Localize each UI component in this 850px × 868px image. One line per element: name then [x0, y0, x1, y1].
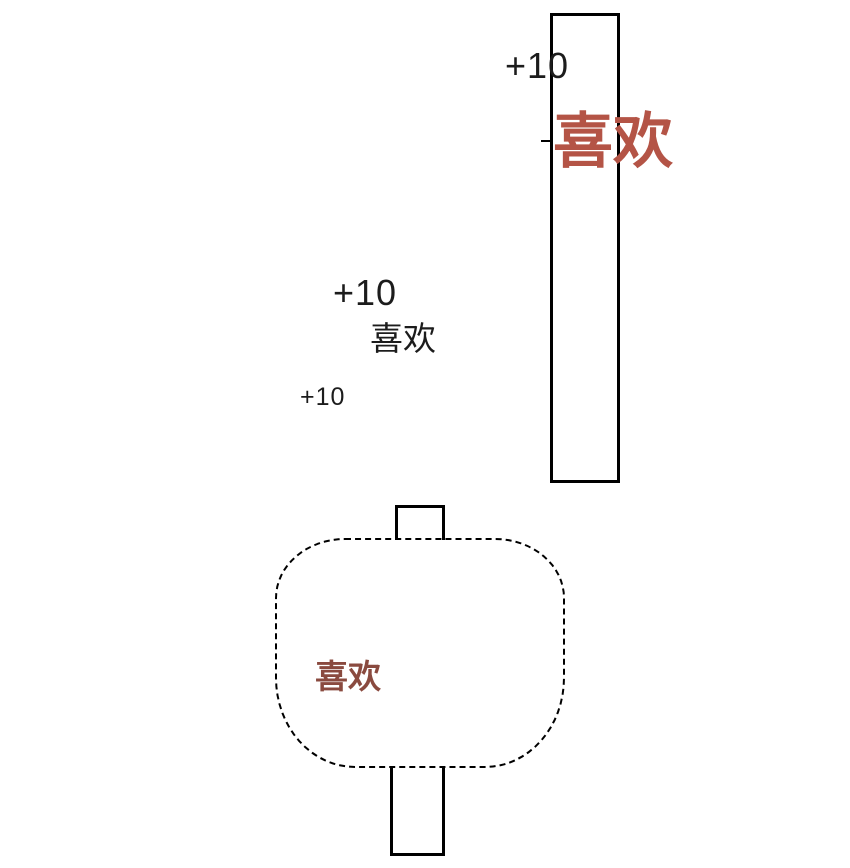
label-plus10-mid: +10	[333, 275, 397, 311]
diagram-canvas: +10 喜欢 +10 喜欢 +10 喜欢	[0, 0, 850, 868]
label-like-mid: 喜欢	[370, 322, 436, 355]
tick-mark	[541, 140, 553, 142]
lantern-top-rect	[395, 505, 445, 540]
label-plus10-top: +10	[505, 48, 569, 84]
label-like-lantern: 喜欢	[315, 660, 381, 693]
lantern-body	[275, 538, 565, 768]
label-plus10-small: +10	[300, 385, 345, 410]
lantern-bottom-rect	[390, 766, 445, 856]
label-like-large: 喜欢	[553, 112, 673, 172]
